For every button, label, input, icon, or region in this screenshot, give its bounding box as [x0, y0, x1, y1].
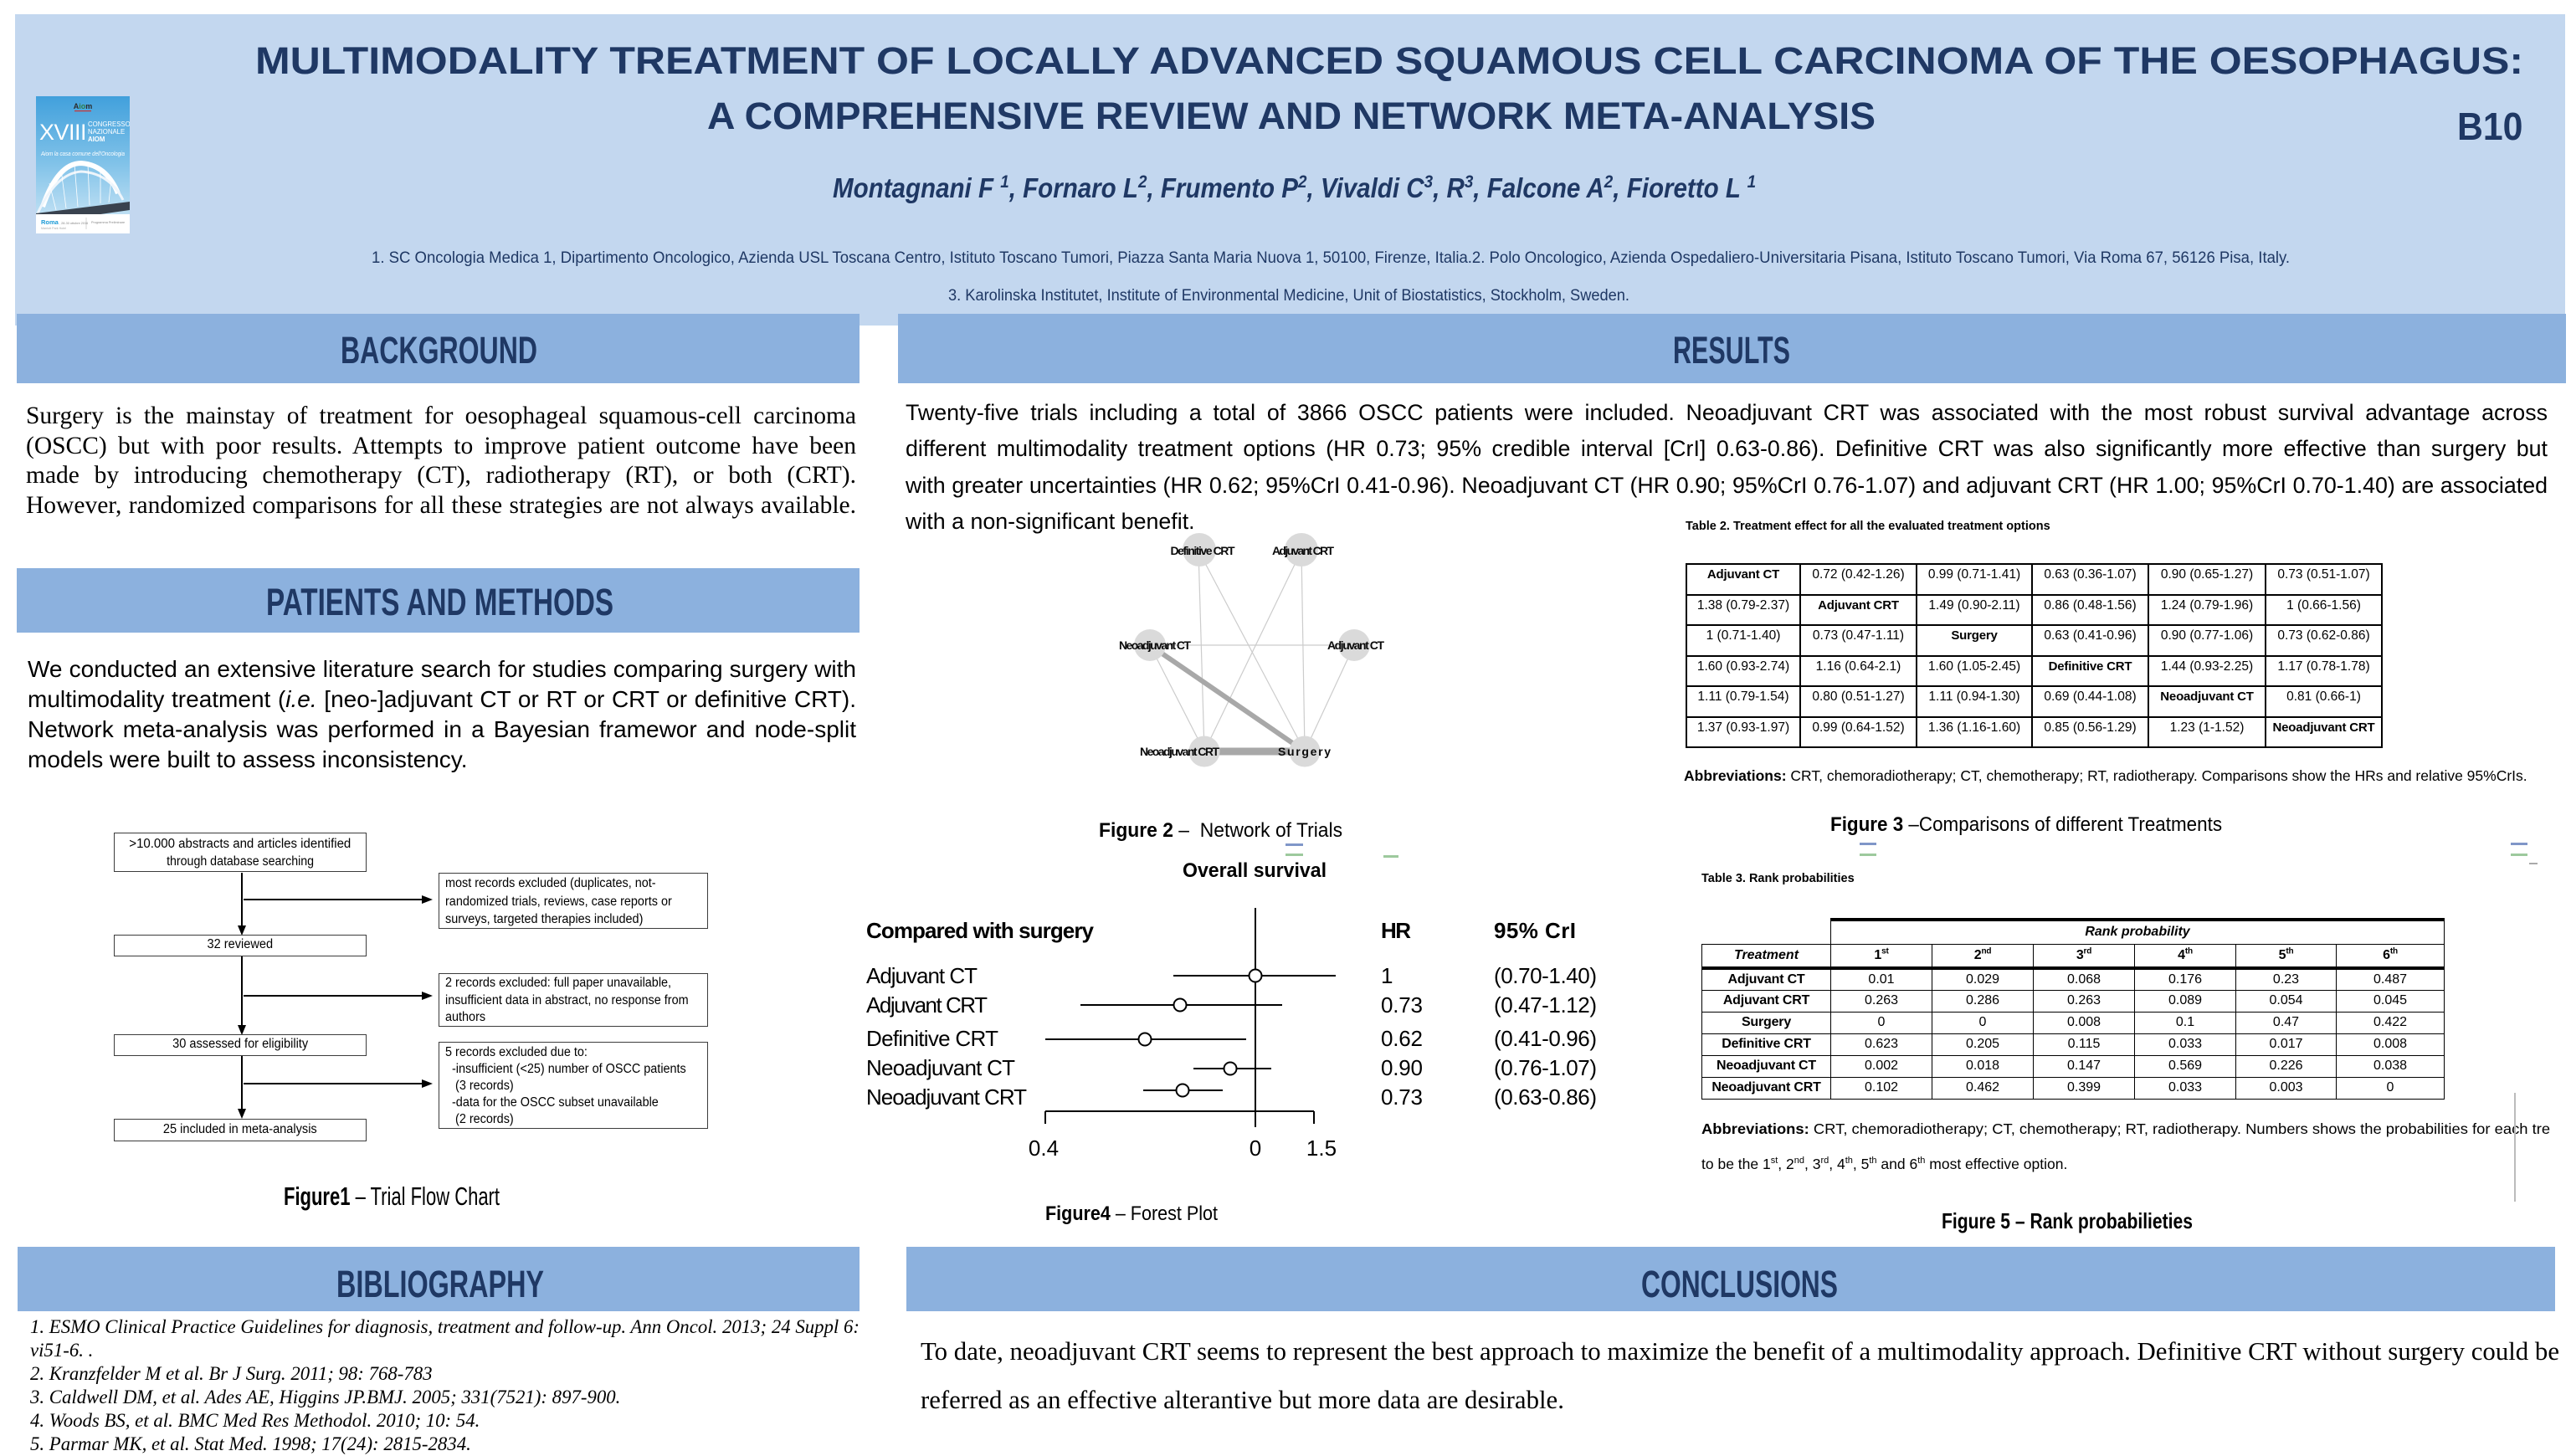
svg-text:Definitive CRT: Definitive CRT — [1171, 544, 1235, 557]
svg-text:Aiom la casa comune dell'Oncol: Aiom la casa comune dell'Oncologia — [40, 150, 125, 157]
svg-text:(0.63-0.86): (0.63-0.86) — [1494, 1084, 1597, 1110]
svg-text:CONGRESSO: CONGRESSO — [88, 120, 130, 128]
svg-text:0.73: 0.73 — [1381, 992, 1423, 1018]
svg-text:Aiom: Aiom — [74, 102, 93, 110]
svg-text:Programma Preliminare: Programma Preliminare — [91, 221, 125, 224]
svg-text:95% CrI: 95% CrI — [1494, 918, 1576, 943]
svg-text:Compared with surgery: Compared with surgery — [866, 918, 1095, 943]
svg-text:Neoadjuvant CRT: Neoadjuvant CRT — [1140, 745, 1219, 758]
svg-text:0.90: 0.90 — [1381, 1055, 1423, 1080]
svg-text:Adjuvant CRT: Adjuvant CRT — [866, 992, 988, 1018]
svg-text:Surgery: Surgery — [1278, 745, 1331, 758]
svg-text:(0.47-1.12): (0.47-1.12) — [1494, 992, 1597, 1018]
svg-text:0.62: 0.62 — [1381, 1026, 1423, 1051]
svg-text:0.73: 0.73 — [1381, 1084, 1423, 1110]
svg-text:Definitive CRT: Definitive CRT — [866, 1026, 998, 1051]
svg-text:(0.76-1.07): (0.76-1.07) — [1494, 1055, 1597, 1080]
svg-text:Adjuvant CRT: Adjuvant CRT — [1272, 544, 1334, 557]
svg-text:Neoadjuvant CT: Neoadjuvant CT — [866, 1055, 1015, 1080]
svg-text:0: 0 — [1250, 1136, 1261, 1161]
svg-text:HR: HR — [1381, 918, 1411, 943]
svg-text:NAZIONALE: NAZIONALE — [88, 128, 125, 136]
svg-text:1.5: 1.5 — [1306, 1136, 1337, 1161]
svg-text:Adjuvant CT: Adjuvant CT — [1327, 638, 1384, 652]
svg-text:Roma: Roma — [41, 218, 59, 226]
svg-text:, 28-30 ottobre 2016: , 28-30 ottobre 2016 — [59, 222, 88, 225]
svg-text:Adjuvant CT: Adjuvant CT — [866, 963, 978, 988]
svg-text:Neoadjuvant CT: Neoadjuvant CT — [1119, 638, 1191, 652]
svg-text:0.4: 0.4 — [1029, 1136, 1059, 1161]
svg-text:(0.41-0.96): (0.41-0.96) — [1494, 1026, 1597, 1051]
svg-text:Marriott Park Hotel: Marriott Park Hotel — [41, 227, 66, 230]
svg-text:1: 1 — [1381, 963, 1393, 988]
svg-text:(0.70-1.40): (0.70-1.40) — [1494, 963, 1597, 988]
svg-text:Neoadjuvant CRT: Neoadjuvant CRT — [866, 1084, 1027, 1110]
svg-text:XVIII: XVIII — [39, 120, 86, 145]
svg-text:AIOM: AIOM — [88, 136, 105, 143]
